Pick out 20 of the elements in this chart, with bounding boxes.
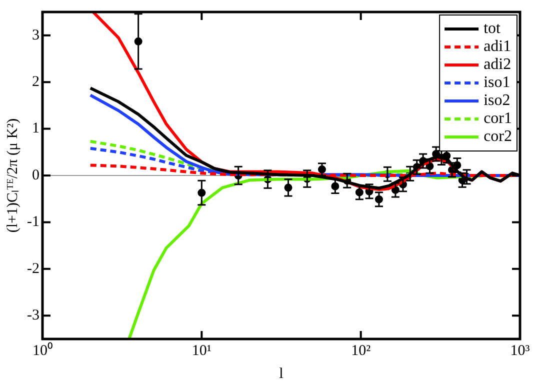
- y-tick-label: -1: [26, 214, 40, 230]
- y-tick-label: 1: [32, 120, 40, 137]
- x-tick-label: 10¹: [192, 342, 212, 359]
- y-tick-label: 0: [32, 167, 40, 184]
- x-tick-label: 10³: [510, 342, 530, 359]
- y-axis-title: (l+1)Cₗᵀᴱ/2π (μ K²): [4, 118, 21, 233]
- y-tick-label: -3: [26, 308, 40, 324]
- legend-label: iso1: [484, 74, 510, 92]
- y-tick-label: 3: [32, 27, 40, 44]
- legend-label: cor1: [484, 110, 512, 128]
- x-tick-label: 10²: [351, 342, 372, 359]
- legend-label: cor2: [484, 128, 512, 146]
- legend-label: tot: [484, 20, 502, 38]
- legend-label: iso2: [484, 92, 510, 110]
- y-tick-label: 2: [32, 74, 40, 90]
- y-tick-label: -2: [26, 260, 40, 277]
- x-axis-title: l: [279, 366, 284, 382]
- x-tick-label: 10⁰: [32, 342, 52, 359]
- legend-label: adi2: [484, 56, 512, 74]
- legend-label: adi1: [484, 38, 512, 56]
